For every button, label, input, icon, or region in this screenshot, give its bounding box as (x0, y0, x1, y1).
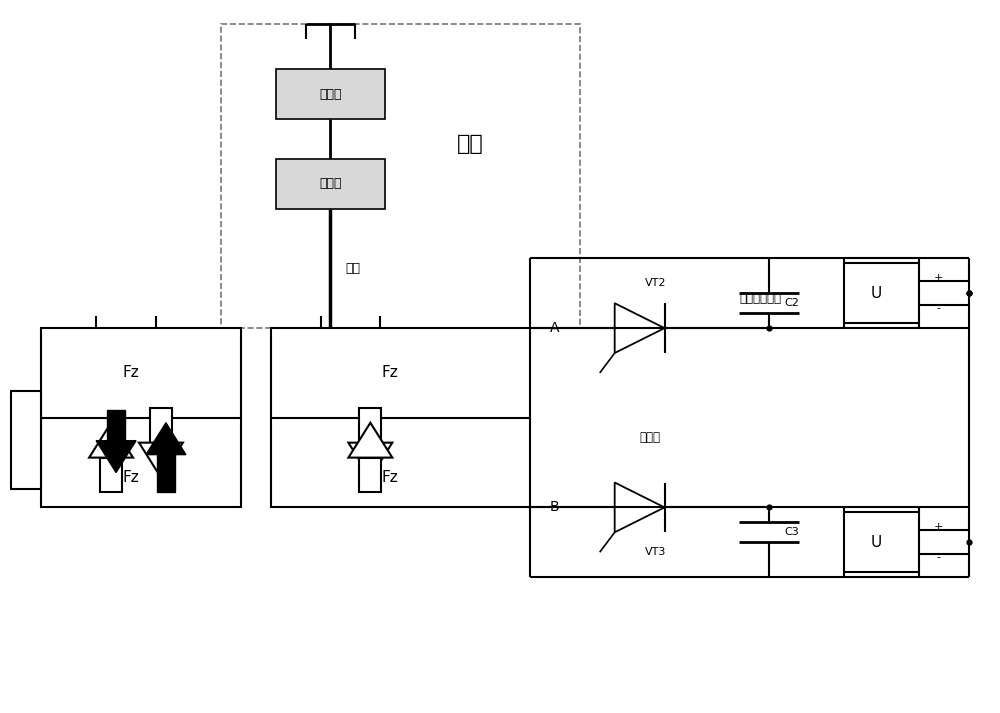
Polygon shape (157, 455, 175, 493)
Text: U: U (871, 286, 882, 301)
Polygon shape (348, 443, 392, 478)
Text: C2: C2 (784, 298, 799, 308)
Text: 动触头: 动触头 (319, 177, 342, 190)
Text: 静触头: 静触头 (319, 88, 342, 101)
Text: +: + (934, 273, 943, 283)
Text: Fz: Fz (123, 366, 139, 381)
Text: -: - (937, 303, 941, 313)
Bar (271, 328, 530, 508)
Bar (276, 69, 385, 119)
Text: B: B (550, 501, 560, 514)
Polygon shape (89, 423, 133, 458)
Bar (41, 328, 241, 508)
Polygon shape (359, 408, 381, 443)
Text: U: U (871, 535, 882, 550)
Polygon shape (348, 423, 392, 458)
Polygon shape (139, 443, 183, 478)
Text: 真空: 真空 (457, 134, 483, 154)
Text: -: - (937, 552, 941, 563)
Polygon shape (100, 458, 122, 493)
Text: Fz: Fz (123, 470, 139, 485)
Text: VT2: VT2 (645, 278, 666, 288)
Polygon shape (96, 441, 136, 473)
Bar (276, 159, 385, 209)
Polygon shape (359, 458, 381, 493)
Text: A: A (550, 321, 560, 335)
Polygon shape (107, 410, 125, 441)
Text: Fz: Fz (382, 366, 399, 381)
Bar (11, 391, 41, 490)
Bar (221, 24, 580, 328)
Text: C3: C3 (784, 528, 799, 538)
Text: 连杆: 连杆 (345, 262, 360, 275)
Text: 盘式斥力线圈: 盘式斥力线圈 (739, 292, 781, 304)
Bar (844, 263, 919, 323)
Text: +: + (934, 523, 943, 533)
Polygon shape (146, 423, 186, 455)
Text: VT3: VT3 (645, 548, 666, 558)
Polygon shape (150, 408, 172, 443)
Bar (844, 513, 919, 572)
Text: 金属盘: 金属盘 (640, 431, 661, 444)
Text: Fz: Fz (382, 470, 399, 485)
